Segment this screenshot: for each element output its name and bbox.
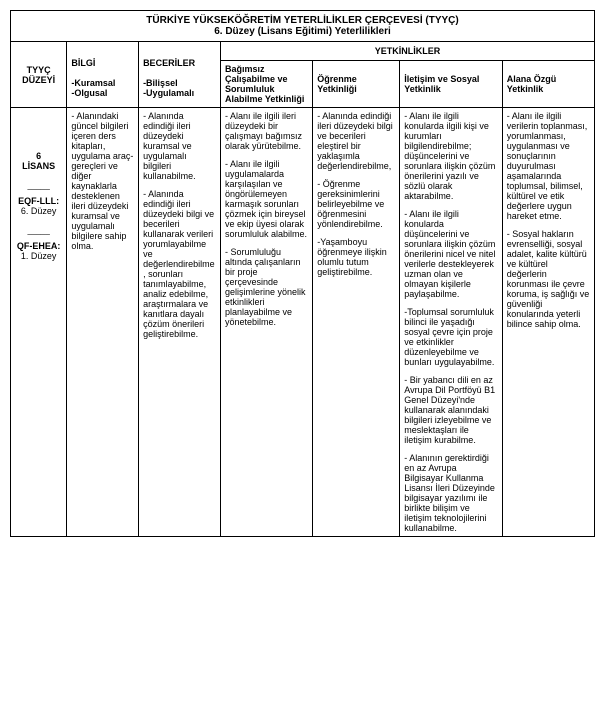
header-y2: Öğrenme Yetkinliği — [313, 61, 400, 108]
y4-cell: - Alanı ile ilgili verilerin toplanması,… — [502, 108, 594, 537]
header-yetkinlikler: YETKİNLİKLER — [221, 42, 595, 61]
header-beceri: BECERİLER -Bilişsel -Uygulamalı — [139, 42, 221, 108]
header-y1: Bağımsız Çalışabilme ve Sorumluluk Alabi… — [221, 61, 313, 108]
header-bilgi: BİLGİ -Kuramsal -Olgusal — [67, 42, 139, 108]
title-line2: 6. Düzey (Lisans Eğitimi) Yeterlilikleri — [214, 26, 391, 37]
header-duzey: TYYÇ DÜZEYİ — [11, 42, 67, 108]
qualifications-table: TÜRKİYE YÜKSEKÖĞRETİM YETERLİLİKLER ÇERÇ… — [10, 10, 595, 537]
header-y4: Alana Özgü Yetkinlik — [502, 61, 594, 108]
y1-cell: - Alanı ile ilgili ileri düzeydeki bir ç… — [221, 108, 313, 537]
beceri-cell: - Alanında edindiği ileri düzeydeki kura… — [139, 108, 221, 537]
y3-cell: - Alanı ile ilgili konularda ilgili kişi… — [400, 108, 502, 537]
title-line1: TÜRKİYE YÜKSEKÖĞRETİM YETERLİLİKLER ÇERÇ… — [146, 15, 458, 26]
header-y3: İletişim ve Sosyal Yetkinlik — [400, 61, 502, 108]
y2-cell: - Alanında edindiği ileri düzeydeki bilg… — [313, 108, 400, 537]
bilgi-cell: - Alanındaki güncel bilgileri içeren der… — [67, 108, 139, 537]
table-row: 6 LİSANS _____ EQF-LLL: 6. Düzey _____ Q… — [11, 108, 595, 537]
table-title: TÜRKİYE YÜKSEKÖĞRETİM YETERLİLİKLER ÇERÇ… — [11, 11, 595, 42]
level-cell: 6 LİSANS _____ EQF-LLL: 6. Düzey _____ Q… — [11, 108, 67, 537]
